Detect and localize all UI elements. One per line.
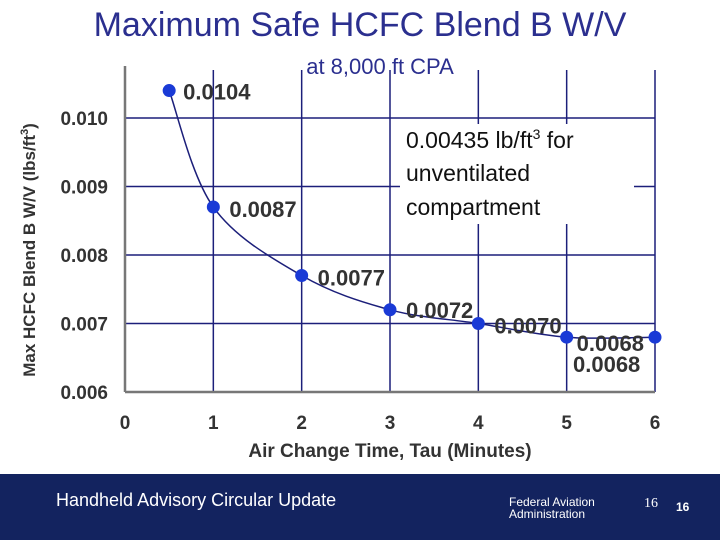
faa-line-1: Federal Aviation	[509, 495, 595, 509]
y-axis-label-main: Max HCFC Blend B W/V (lbs/ft	[20, 135, 39, 377]
data-labels: 0.01040.00870.00770.00720.00700.00680.00…	[183, 80, 644, 378]
page-number: 16	[644, 496, 658, 511]
data-point	[162, 84, 176, 98]
y-tick-label: 0.009	[60, 177, 108, 198]
footer-title: Handheld Advisory Circular Update	[56, 490, 337, 510]
data-point	[560, 330, 574, 344]
faa-name: Federal Aviation Administration	[509, 496, 595, 520]
y-tick-label: 0.008	[60, 246, 108, 267]
data-point	[295, 269, 309, 283]
data-point	[206, 200, 220, 214]
annotation-line-1a: 0.00435 lb/ft	[406, 127, 533, 153]
data-point	[648, 330, 662, 344]
slide-subtitle: at 8,000 ft CPA	[306, 54, 454, 79]
y-axis-label: Max HCFC Blend B W/V (lbs/ft3)	[19, 123, 39, 377]
annotation-line-3: compartment	[406, 194, 541, 220]
x-tick-label: 6	[650, 413, 661, 434]
data-points	[162, 84, 662, 344]
tick-labels: 0 1 2 3 4 5 6 0.006 0.007 0.008 0.009 0.010	[60, 109, 660, 434]
annotation-box	[400, 124, 634, 224]
data-point	[383, 303, 397, 317]
footer-bar: Handheld Advisory Circular Update Federa…	[0, 474, 720, 540]
x-tick-label: 2	[296, 413, 307, 434]
grid-lines	[124, 70, 656, 393]
axes	[123, 66, 655, 394]
annotation-line-1-sup: 3	[533, 126, 541, 142]
data-point	[471, 316, 485, 330]
x-axis-label: Air Change Time, Tau (Minutes)	[248, 441, 531, 462]
y-tick-label: 0.010	[60, 109, 108, 130]
page-number-bold: 16	[676, 500, 690, 514]
data-label: 0.0070	[494, 313, 561, 338]
annotation-line-1b: for	[540, 127, 574, 153]
data-label: 0.0077	[318, 266, 385, 291]
x-tick-label: 5	[561, 413, 572, 434]
data-label: 0.0072	[406, 298, 473, 323]
y-axis-label-close: )	[20, 123, 39, 129]
data-label: 0.0068	[573, 352, 640, 377]
data-label: 0.0104	[183, 80, 251, 105]
y-tick-label: 0.007	[60, 314, 108, 335]
x-tick-label: 3	[385, 413, 396, 434]
x-tick-label: 0	[120, 413, 131, 434]
annotation-line-2: unventilated	[406, 160, 530, 186]
slide-title: Maximum Safe HCFC Blend B W/V	[93, 6, 627, 44]
y-axis-label-sup: 3	[19, 129, 31, 135]
x-tick-label: 4	[473, 413, 484, 434]
data-label: 0.0087	[229, 197, 296, 222]
y-tick-label: 0.006	[60, 383, 108, 404]
data-label: 0.0068	[577, 331, 644, 356]
annotation-text: 0.00435 lb/ft3 for unventilated compartm…	[406, 126, 580, 220]
faa-line-2: Administration	[509, 507, 586, 521]
chart: 0 1 2 3 4 5 6 0.006 0.007 0.008 0.009 0.010 0.0104 0…	[19, 66, 662, 462]
x-tick-label: 1	[208, 413, 219, 434]
